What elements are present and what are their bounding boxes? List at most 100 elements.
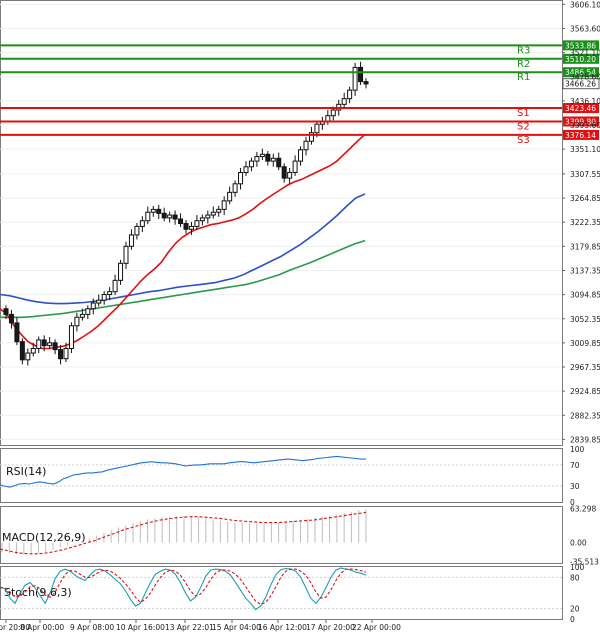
candle — [63, 342, 69, 363]
ma-green-line — [0, 239, 366, 319]
time-tick-label: 10 Apr 16:00 — [116, 623, 165, 632]
price-tick-label: 2839.85 — [570, 435, 600, 444]
candle — [96, 294, 102, 307]
candle — [216, 205, 222, 217]
candle — [303, 136, 309, 156]
stoch-tick-label: 0 — [570, 615, 575, 624]
candle-bullish — [145, 211, 151, 222]
price-tick-label: 3606.10 — [570, 0, 600, 9]
price-tag-text-s2: 3399.80 — [565, 117, 596, 126]
level-label-s3: S3 — [517, 135, 530, 146]
candle-bearish — [363, 81, 369, 85]
price-tick-label: 3222.35 — [570, 218, 600, 227]
price-tag-s2 — [563, 116, 599, 127]
candle — [134, 223, 140, 240]
candle-bullish — [90, 302, 96, 310]
rsi-label: RSI(14) — [6, 465, 46, 478]
price-tag-text-s1: 3423.46 — [565, 104, 596, 113]
stoch-tick-label: 20 — [570, 605, 580, 614]
candle-bearish — [14, 322, 20, 343]
price-tag-r3 — [563, 40, 599, 51]
stoch-pane-frame — [0, 566, 563, 620]
price-tick-label: 2882.35 — [570, 411, 600, 420]
candle-bearish — [281, 166, 287, 179]
price-axis: 3606.10 3563.60 3521.10 3478.60 3436.10 3393.… — [562, 0, 600, 444]
macd-pane: MACD(12,26,9) 63.298 0.00 -35.513 — [0, 504, 599, 567]
candle — [74, 312, 80, 332]
level-label-s2: S2 — [517, 121, 530, 132]
candle-bearish — [183, 223, 189, 230]
candle — [232, 180, 238, 197]
candle — [14, 317, 20, 346]
candle-bearish — [172, 214, 178, 220]
candle-bullish — [287, 171, 293, 179]
rsi-line — [0, 455, 366, 488]
candle — [188, 221, 194, 235]
moving-averages — [0, 133, 366, 350]
main-pane-frame — [0, 0, 563, 446]
candle — [341, 92, 347, 108]
candle-bearish — [3, 308, 9, 315]
candle — [265, 150, 271, 166]
price-tick-label: 3307.55 — [570, 170, 600, 179]
candle-bullish — [254, 156, 260, 162]
candle-bullish — [216, 208, 222, 213]
candle-bullish — [47, 342, 53, 347]
rsi-tick-label: 30 — [570, 482, 580, 491]
candle-bullish — [30, 347, 36, 354]
candle — [79, 308, 85, 321]
macd-signal-line — [0, 511, 367, 555]
candle-bullish — [118, 262, 124, 281]
candle — [172, 210, 178, 225]
macd-tick-label: 0.00 — [570, 539, 587, 548]
candle — [205, 210, 211, 224]
candle-bullish — [303, 140, 309, 151]
candle-bullish — [259, 153, 265, 158]
rsi-pane: RSI(14) 100 70 30 0 — [0, 445, 585, 507]
candle-bullish — [167, 214, 173, 219]
candle-bullish — [134, 225, 140, 236]
candle — [19, 338, 25, 365]
candle — [363, 78, 369, 89]
price-tick-label: 3351.10 — [570, 145, 600, 154]
candle-bullish — [238, 171, 244, 185]
stoch-tick-label: 80 — [570, 573, 580, 582]
candle-bullish — [221, 200, 227, 210]
candle-bullish — [150, 208, 156, 213]
candle-bullish — [107, 291, 113, 296]
candle-bearish — [161, 212, 167, 219]
candle — [210, 206, 216, 219]
candle-bullish — [123, 245, 129, 264]
candle — [281, 163, 287, 183]
price-tick-label: 3094.85 — [570, 291, 600, 300]
price-tick-label: 3264.85 — [570, 194, 600, 203]
price-tag-s1 — [563, 103, 599, 114]
candle — [287, 167, 293, 184]
candle-bullish — [194, 220, 200, 227]
price-tag-text-r3: 3533.86 — [565, 41, 596, 50]
candle — [36, 336, 42, 354]
candle — [248, 157, 254, 172]
level-label-r1: R1 — [517, 72, 530, 83]
candle-bullish — [341, 98, 347, 105]
stoch-d-line — [0, 568, 367, 606]
candle-bullish — [248, 160, 254, 168]
pane-frames — [0, 0, 563, 620]
candle — [128, 229, 134, 250]
ma-red-line — [0, 133, 366, 350]
macd-tick-label: -35.513 — [570, 558, 599, 567]
current-price-tag — [562, 78, 600, 90]
candle-bearish — [19, 341, 25, 361]
price-tick-label: 3052.35 — [570, 315, 600, 324]
candle-bullish — [63, 347, 69, 360]
candle-bullish — [79, 313, 85, 318]
candle — [52, 339, 58, 355]
price-tick-label: 3478.60 — [570, 73, 600, 82]
candle — [227, 186, 233, 205]
candle-bullish — [308, 132, 314, 142]
time-tick-label: 15 Apr 04:00 — [212, 623, 261, 632]
candle-bullish — [85, 308, 91, 315]
candle — [259, 148, 265, 160]
candle-bullish — [199, 217, 205, 222]
